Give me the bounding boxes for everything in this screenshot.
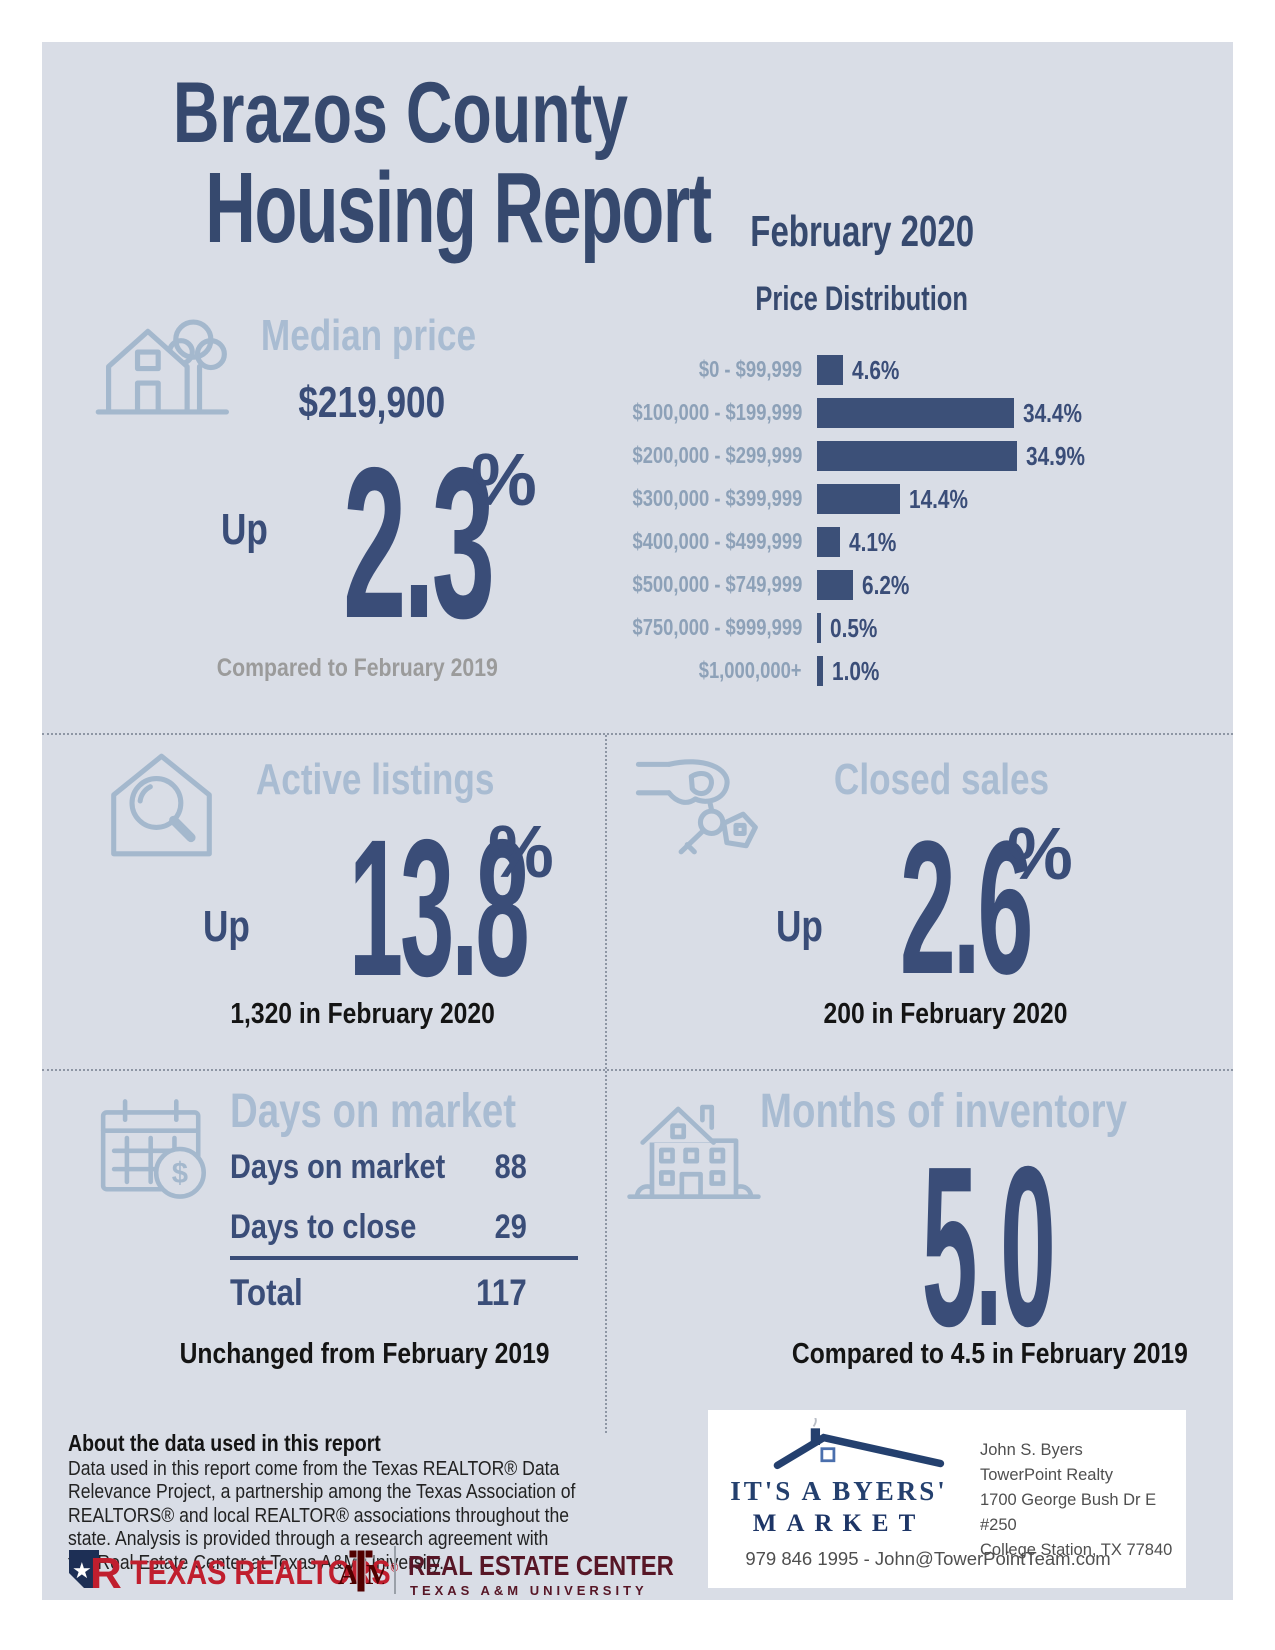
closed-sales-change: 2.6 [899, 802, 1034, 1014]
page-title-line1: Brazos County [172, 65, 628, 161]
median-price-comparison: Compared to February 2019 [216, 654, 498, 682]
chart-value-label: 4.1% [849, 526, 897, 557]
realtor-contact-city: College Station, TX 77840 [980, 1541, 1173, 1559]
footer-logo-divider [394, 1546, 396, 1594]
chart-row: $750,000 - $999,999 0.5% [450, 606, 1210, 649]
real-estate-center-subtitle: TEXAS A&M UNIVERSITY [410, 1583, 648, 1598]
realtor-contact-block: John S. Byers TowerPoint Realty 1700 Geo… [980, 1438, 1186, 1563]
byers-market-roof-icon [773, 1418, 945, 1470]
chart-category-label: $750,000 - $999,999 [632, 614, 802, 640]
chart-bar [817, 354, 843, 385]
active-listings-heading: Active listings [255, 755, 495, 804]
chart-value-label: 4.6% [852, 354, 900, 385]
report-panel: Brazos County Housing Report February 20… [42, 42, 1233, 1600]
realtor-contact-address: 1700 George Bush Dr E #250 [980, 1491, 1157, 1534]
months-of-inventory-heading: Months of inventory [760, 1085, 1127, 1138]
median-price-value: $219,900 [298, 378, 446, 427]
chart-bar [817, 612, 821, 643]
chart-row: $300,000 - $399,999 14.4% [450, 477, 1210, 520]
chart-category-label: $1,000,000+ [699, 657, 802, 683]
page-title: Brazos County Housing Report [97, 65, 712, 264]
chart-value-label: 6.2% [862, 569, 910, 600]
days-to-close-row-label: Days to close [230, 1208, 417, 1246]
active-listings-direction: Up [203, 902, 250, 951]
chart-category-label: $100,000 - $199,999 [632, 399, 802, 425]
chart-value-label: 34.4% [1023, 397, 1082, 428]
closed-sales-heading: Closed sales [833, 755, 1050, 804]
texas-realtors-logo-icon: ★ R [69, 1549, 122, 1594]
chart-bar [817, 526, 840, 557]
svg-text:R: R [90, 1549, 122, 1594]
svg-text:$: $ [172, 1158, 188, 1190]
days-on-market-comparison: Unchanged from February 2019 [179, 1338, 550, 1370]
chart-category-label: $200,000 - $299,999 [632, 442, 802, 468]
page-title-line2: Housing Report [205, 152, 712, 264]
months-of-inventory-comparison: Compared to 4.5 in February 2019 [791, 1338, 1188, 1370]
days-total-rule [230, 1256, 578, 1260]
chart-category-label: $0 - $99,999 [698, 356, 802, 382]
chart-bar [817, 483, 900, 514]
realtor-ad-box: IT'S A BYERS' MARKET John S. Byers Tower… [708, 1410, 1186, 1588]
house-magnifier-icon [111, 753, 212, 857]
chart-category-label: $400,000 - $499,999 [632, 528, 802, 554]
svg-text:A: A [338, 1560, 359, 1591]
days-on-market-heading: Days on market [230, 1085, 516, 1138]
realtor-phone-email: 979 846 1995 - John@TowerPointTeam.com [745, 1548, 1111, 1569]
chart-category-label: $300,000 - $399,999 [632, 485, 802, 511]
months-of-inventory-value: 5.0 [921, 1120, 1056, 1374]
closed-sales-subtitle: 200 in February 2020 [823, 998, 1068, 1030]
active-listings-change: 13.8 [348, 799, 530, 1017]
median-price-change: 2.3 [343, 422, 495, 663]
median-price-heading: Median price [260, 311, 476, 360]
byers-market-brand-line1: IT'S A BYERS' [730, 1476, 948, 1506]
active-listings-subtitle: 1,320 in February 2020 [230, 998, 495, 1030]
chart-bar [817, 569, 853, 600]
byers-market-brand-line2: MARKET [752, 1510, 926, 1537]
texas-realtors-wordmark: TEXAS REALTORS® [130, 1554, 398, 1592]
chart-row: $500,000 - $749,999 6.2% [450, 563, 1210, 606]
days-to-close-row-value: 29 [494, 1208, 527, 1246]
about-body: Data used in this report come from the T… [68, 1458, 576, 1574]
median-price-percent-sign: % [471, 438, 537, 521]
apartment-building-icon [627, 1104, 761, 1199]
chart-row: $400,000 - $499,999 4.1% [450, 520, 1210, 563]
chart-row: $1,000,000+ 1.0% [450, 649, 1210, 692]
chart-row: $200,000 - $299,999 34.9% [450, 434, 1210, 477]
price-distribution-title: Price Distribution [755, 280, 969, 318]
report-month-heading: February 2020 [750, 207, 974, 256]
chart-bar [817, 655, 823, 686]
house-tree-icon [95, 319, 229, 415]
price-distribution-chart: $0 - $99,999 4.6% $100,000 - $199,999 34.4%… [450, 348, 1210, 692]
horizontal-divider-top [42, 733, 1233, 735]
svg-text:★: ★ [72, 1559, 92, 1584]
chart-category-label: $500,000 - $749,999 [632, 571, 802, 597]
median-price-direction: Up [221, 505, 268, 554]
about-heading: About the data used in this report [68, 1430, 381, 1456]
chart-row: $0 - $99,999 4.6% [450, 348, 1210, 391]
closed-sales-direction: Up [776, 902, 823, 951]
chart-bar [817, 397, 1014, 428]
chart-value-label: 1.0% [832, 655, 880, 686]
days-on-market-row-value: 88 [494, 1148, 527, 1186]
chart-value-label: 14.4% [909, 483, 968, 514]
chart-value-label: 34.9% [1026, 440, 1085, 471]
calendar-dollar-icon: $ [100, 1099, 206, 1199]
vertical-divider [605, 735, 607, 1433]
chart-row: $100,000 - $199,999 34.4% [450, 391, 1210, 434]
days-total-label: Total [230, 1272, 303, 1313]
days-on-market-row-label: Days on market [230, 1148, 446, 1186]
active-listings-percent-sign: % [488, 810, 554, 893]
svg-text:M: M [366, 1560, 384, 1591]
realtor-contact-name: John S. Byers [980, 1441, 1083, 1459]
days-total-value: 117 [476, 1272, 527, 1313]
realtor-contact-company: TowerPoint Realty [980, 1466, 1113, 1484]
chart-bar [817, 440, 1017, 471]
texas-am-logo-icon: A M [338, 1549, 384, 1593]
horizontal-divider-bottom [42, 1069, 1233, 1071]
real-estate-center-title: REAL ESTATE CENTER [408, 1550, 674, 1581]
hand-keys-icon [635, 759, 758, 855]
closed-sales-percent-sign: % [1007, 812, 1073, 895]
chart-value-label: 0.5% [830, 612, 878, 643]
